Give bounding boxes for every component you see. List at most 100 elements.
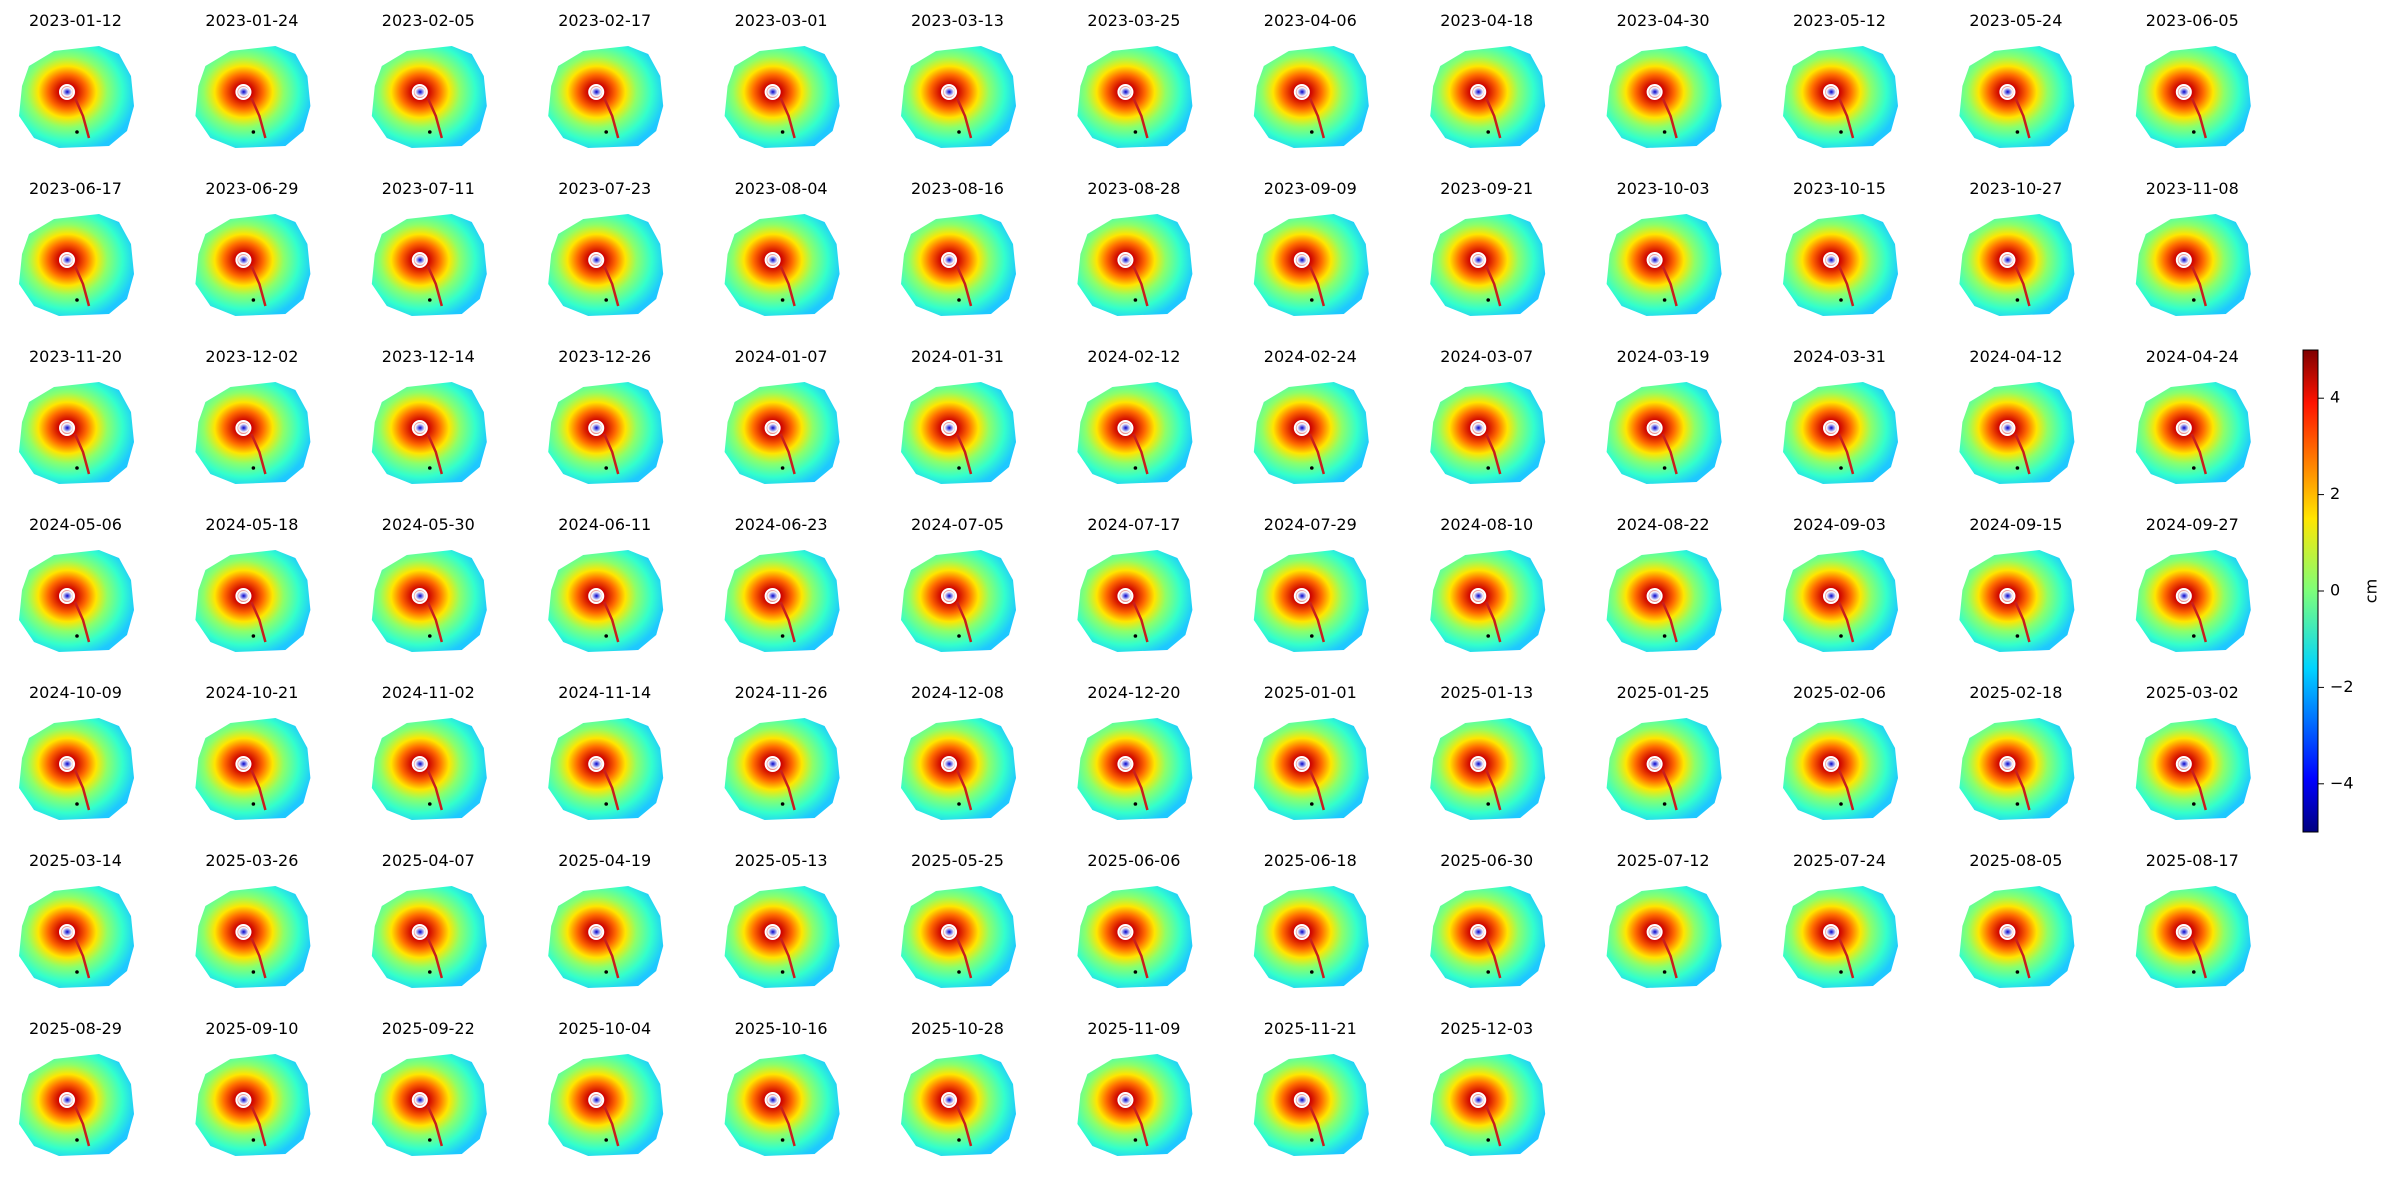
panel-title: 2023-06-17	[29, 179, 122, 198]
panel: 2023-04-18	[1428, 11, 1547, 150]
panel-image	[1252, 212, 1371, 318]
panel-image	[1076, 548, 1194, 654]
panel: 2025-06-06	[1076, 851, 1194, 990]
panel-title: 2024-08-22	[1617, 515, 1710, 534]
panel-image	[723, 380, 841, 486]
panel-image	[2134, 884, 2253, 990]
panel-title: 2024-04-12	[1969, 347, 2062, 366]
panel: 2025-07-24	[1781, 851, 1900, 990]
panel-image	[1605, 44, 1723, 150]
panel-title: 2025-03-02	[2146, 683, 2239, 702]
panel-title: 2023-11-20	[29, 347, 122, 366]
panel-image	[899, 884, 1018, 990]
panel-title: 2023-10-03	[1617, 179, 1710, 198]
panel-title: 2024-03-31	[1793, 347, 1886, 366]
panel-title: 2025-05-13	[735, 851, 828, 870]
panel: 2023-11-20	[17, 347, 136, 486]
panel: 2025-12-03	[1428, 1019, 1547, 1158]
panel-image	[1076, 212, 1194, 318]
panel-title: 2024-10-09	[29, 683, 122, 702]
panel-title: 2025-09-10	[205, 1019, 298, 1038]
panel: 2023-01-24	[194, 11, 312, 150]
panel-title: 2024-05-18	[205, 515, 298, 534]
panel-image	[194, 548, 312, 654]
panel-image	[370, 884, 489, 990]
panel-image	[17, 212, 136, 318]
panel-title: 2024-12-08	[911, 683, 1004, 702]
panel-title: 2025-04-19	[558, 851, 651, 870]
panel-image	[546, 212, 665, 318]
panel-title: 2025-10-28	[911, 1019, 1004, 1038]
colorbar-tick-label: −2	[2330, 677, 2354, 696]
panel-title: 2023-09-09	[1264, 179, 1357, 198]
panel: 2025-05-25	[899, 851, 1018, 990]
panel-image	[194, 884, 312, 990]
panel-title: 2023-07-11	[382, 179, 475, 198]
panel-image	[1076, 884, 1194, 990]
panel: 2024-06-11	[546, 515, 665, 654]
panel: 2023-09-21	[1428, 179, 1547, 318]
panel-image	[723, 548, 841, 654]
panel: 2023-03-13	[899, 11, 1018, 150]
panel: 2024-02-24	[1252, 347, 1371, 486]
panel: 2023-06-17	[17, 179, 136, 318]
panel-image	[1252, 1052, 1371, 1158]
panel-title: 2024-02-24	[1264, 347, 1357, 366]
panel-title: 2023-12-02	[205, 347, 298, 366]
panel: 2024-09-15	[1958, 515, 2076, 654]
panel-image	[194, 44, 312, 150]
panel: 2024-08-10	[1428, 515, 1547, 654]
panel: 2023-02-17	[546, 11, 665, 150]
panel: 2023-03-25	[1076, 11, 1194, 150]
panel: 2023-12-02	[194, 347, 312, 486]
panel: 2023-02-05	[370, 11, 489, 150]
panel-title: 2025-06-30	[1440, 851, 1533, 870]
panel: 2024-11-14	[546, 683, 665, 822]
panel: 2025-01-25	[1605, 683, 1723, 822]
panel: 2024-12-20	[1076, 683, 1194, 822]
panel-title: 2024-09-03	[1793, 515, 1886, 534]
panel-image	[194, 380, 312, 486]
panel-image	[1605, 716, 1723, 822]
panel-title: 2025-08-29	[29, 1019, 122, 1038]
panel: 2024-10-09	[17, 683, 136, 822]
panel-image	[1781, 212, 1900, 318]
panel-image	[1076, 1052, 1194, 1158]
panel: 2025-11-21	[1252, 1019, 1371, 1158]
panel: 2024-07-29	[1252, 515, 1371, 654]
colorbar-scale	[2302, 349, 2319, 833]
panel-title: 2023-09-21	[1440, 179, 1533, 198]
panel: 2024-03-07	[1428, 347, 1547, 486]
panel-title: 2023-10-15	[1793, 179, 1886, 198]
panel-title: 2023-04-30	[1617, 11, 1710, 30]
panel-title: 2024-11-02	[382, 683, 475, 702]
panel: 2025-03-02	[2134, 683, 2253, 822]
panel-image	[1958, 380, 2076, 486]
panel-title: 2023-07-23	[558, 179, 651, 198]
panel-image	[1958, 548, 2076, 654]
panel: 2025-03-26	[194, 851, 312, 990]
panel: 2023-10-03	[1605, 179, 1723, 318]
panel-image	[1958, 884, 2076, 990]
panel: 2024-06-23	[723, 515, 841, 654]
panel-image	[370, 548, 489, 654]
panel: 2023-04-30	[1605, 11, 1723, 150]
panel-image	[1605, 380, 1723, 486]
panel-title: 2024-01-07	[735, 347, 828, 366]
panel: 2024-05-30	[370, 515, 489, 654]
panel-image	[899, 1052, 1018, 1158]
panel-image	[546, 548, 665, 654]
panel-image	[899, 716, 1018, 822]
panel: 2025-01-13	[1428, 683, 1547, 822]
panel-image	[17, 1052, 136, 1158]
panel-image	[723, 884, 841, 990]
colorbar-label: cm	[2362, 579, 2381, 603]
panel-title: 2024-07-29	[1264, 515, 1357, 534]
panel-image	[370, 44, 489, 150]
panel-title: 2024-11-26	[735, 683, 828, 702]
panel: 2025-08-17	[2134, 851, 2253, 990]
panel: 2023-05-24	[1958, 11, 2076, 150]
panel-title: 2025-08-05	[1969, 851, 2062, 870]
panel-title: 2024-05-30	[382, 515, 475, 534]
panel: 2023-12-14	[370, 347, 489, 486]
